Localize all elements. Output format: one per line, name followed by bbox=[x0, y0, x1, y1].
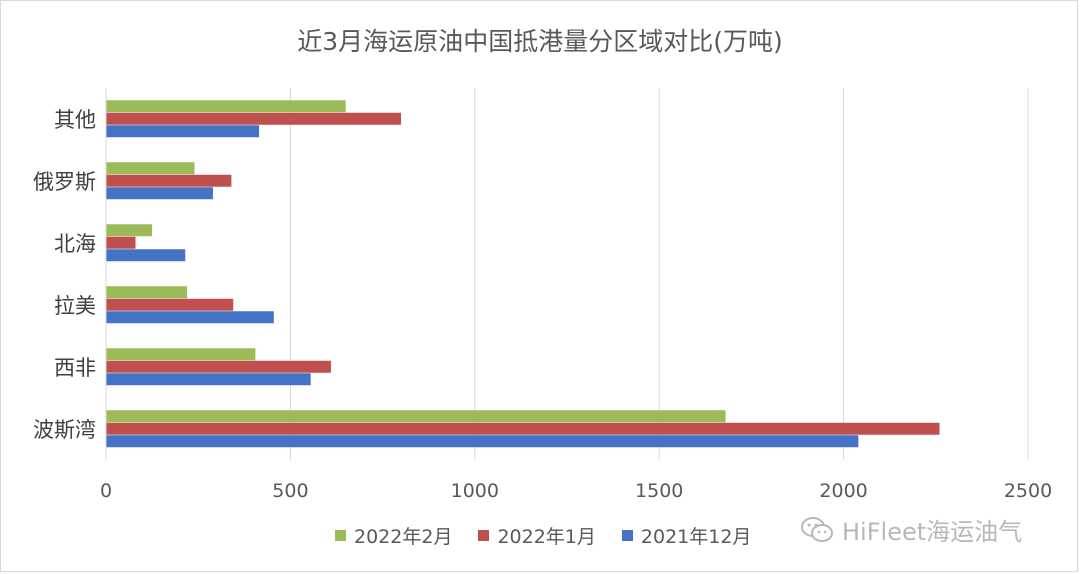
bar-2022年2月-西非 bbox=[106, 348, 256, 361]
legend-label: 2022年1月 bbox=[497, 526, 596, 548]
y-tick-label: 其他 bbox=[54, 108, 96, 132]
watermark: HiFleet海运油气 bbox=[800, 512, 1022, 547]
legend-item-2021-12: 2021年12月 bbox=[621, 522, 752, 549]
bar-2022年2月-拉美 bbox=[106, 286, 188, 299]
bar-2021年12月-北海 bbox=[106, 249, 186, 262]
legend-swatch bbox=[335, 530, 346, 541]
bar-2021年12月-俄罗斯 bbox=[106, 187, 213, 200]
x-tick-label: 0 bbox=[100, 480, 112, 502]
chart-title: 近3月海运原油中国抵港量分区域对比(万吨) bbox=[297, 27, 783, 56]
y-tick-label: 北海 bbox=[54, 232, 96, 256]
legend-swatch bbox=[478, 530, 490, 541]
y-tick-label: 波斯湾 bbox=[33, 418, 96, 442]
watermark-text: HiFleet海运油气 bbox=[842, 518, 1023, 546]
bar-2021年12月-其他 bbox=[106, 125, 260, 138]
bar-2021年12月-拉美 bbox=[106, 311, 274, 324]
bar-2022年2月-其他 bbox=[106, 100, 346, 113]
legend: 2022年2月 2022年1月 2021年12月 bbox=[335, 522, 751, 549]
bar-2022年1月-拉美 bbox=[106, 298, 234, 311]
legend-item-2022-02: 2022年2月 bbox=[335, 522, 452, 549]
bar-2022年1月-西非 bbox=[106, 360, 331, 373]
x-tick-label: 1500 bbox=[635, 480, 683, 502]
legend-swatch bbox=[621, 530, 633, 541]
bar-2022年2月-俄罗斯 bbox=[106, 162, 195, 175]
legend-label: 2021年12月 bbox=[640, 526, 752, 548]
bar-2021年12月-波斯湾 bbox=[106, 435, 859, 448]
bar-2022年2月-波斯湾 bbox=[106, 410, 726, 423]
bar-2022年2月-北海 bbox=[106, 224, 153, 237]
bar-2022年1月-北海 bbox=[106, 236, 136, 249]
bar-2022年1月-波斯湾 bbox=[106, 422, 940, 435]
wechat-icon bbox=[801, 516, 833, 542]
bar-2022年1月-其他 bbox=[106, 112, 402, 125]
legend-item-2022-01: 2022年1月 bbox=[478, 522, 596, 549]
bar-2022年1月-俄罗斯 bbox=[106, 174, 232, 187]
x-tick-label: 2500 bbox=[1004, 480, 1052, 502]
y-tick-label: 西非 bbox=[54, 356, 96, 380]
y-tick-label: 俄罗斯 bbox=[33, 170, 96, 194]
x-tick-label: 500 bbox=[272, 480, 308, 502]
y-tick-label: 拉美 bbox=[54, 294, 96, 318]
legend-label: 2022年2月 bbox=[354, 526, 453, 548]
bar-2021年12月-西非 bbox=[106, 373, 311, 386]
x-tick-label: 1000 bbox=[451, 480, 499, 502]
x-tick-label: 2000 bbox=[819, 480, 867, 502]
